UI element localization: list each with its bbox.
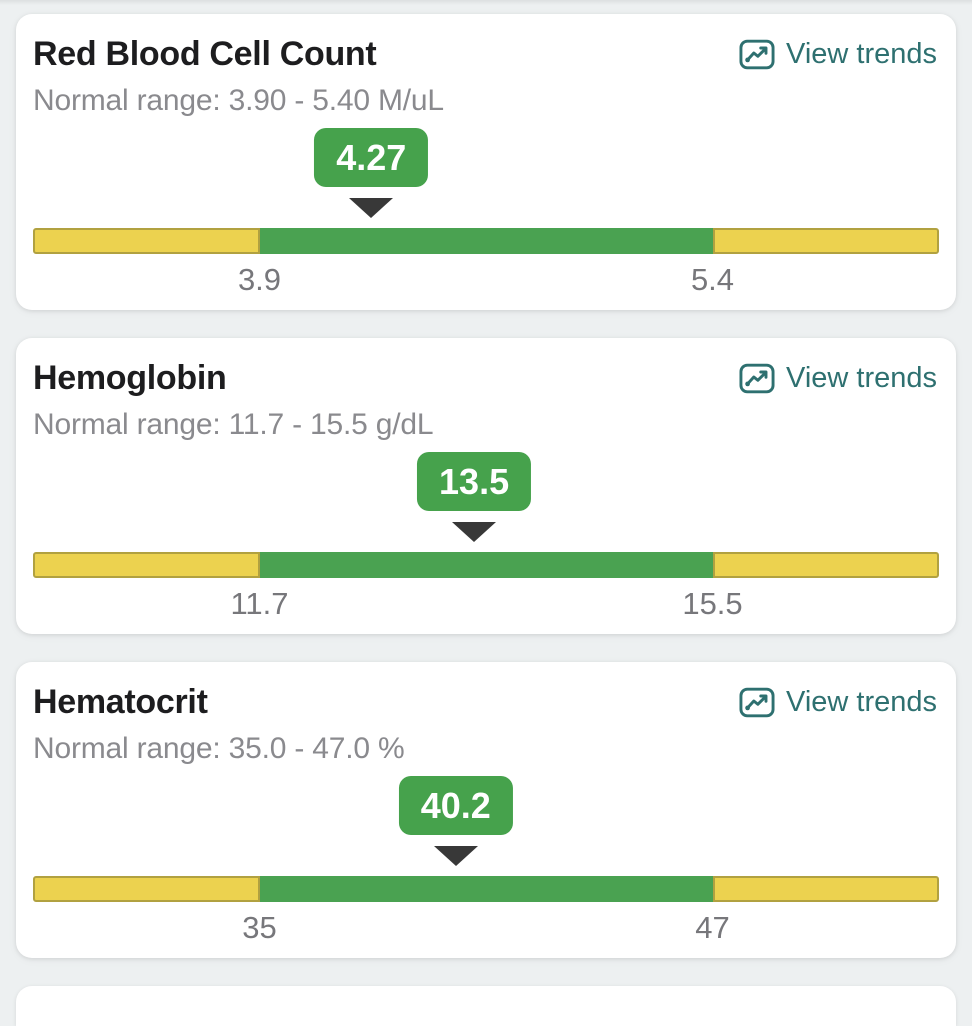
view-trends-link[interactable]: View trends [739, 362, 937, 395]
normal-range-text: Normal range: 3.90 - 5.40 M/uL [33, 84, 444, 117]
lab-result-card: Red Blood Cell Count View trends Normal … [16, 14, 956, 310]
normal-range-segment [259, 228, 713, 254]
trend-chart-icon [739, 687, 775, 718]
card-header: Hemoglobin View trends [33, 358, 937, 399]
result-value-badge: 40.2 [398, 776, 513, 835]
result-value-badge: 4.27 [314, 128, 429, 187]
marker-triangle-icon [433, 846, 478, 866]
card-header: Red Blood Cell Count View trends [33, 34, 937, 75]
normal-range-segment [259, 552, 713, 578]
test-name: Red Blood Cell Count [33, 35, 377, 73]
range-meter: 40.2 35 47 [33, 662, 939, 958]
range-meter: 13.5 11.7 15.5 [33, 338, 939, 634]
normal-range-text: Normal range: 11.7 - 15.5 g/dL [33, 408, 434, 441]
range-low-label: 35 [242, 910, 277, 945]
result-value-badge: 13.5 [417, 452, 532, 511]
marker-triangle-icon [349, 198, 394, 218]
range-high-label: 47 [695, 910, 730, 945]
view-trends-label: View trends [786, 362, 937, 394]
below-range-segment [33, 228, 260, 254]
test-name: Hemoglobin [33, 359, 227, 397]
normal-range-text: Normal range: 35.0 - 47.0 % [33, 732, 405, 765]
normal-range-segment [259, 876, 713, 902]
trend-chart-icon [739, 363, 775, 394]
range-high-label: 5.4 [690, 262, 735, 297]
range-bar [33, 552, 939, 578]
lab-results-list: Red Blood Cell Count View trends Normal … [16, 14, 956, 958]
range-low-label: 11.7 [230, 586, 289, 621]
view-trends-link[interactable]: View trends [739, 38, 937, 71]
range-high-label: 15.5 [682, 586, 743, 621]
lab-result-card: Hemoglobin View trends Normal range: 11.… [16, 338, 956, 634]
view-trends-link[interactable]: View trends [739, 686, 937, 719]
marker-triangle-icon [452, 522, 497, 542]
above-range-segment [712, 876, 939, 902]
range-bar [33, 228, 939, 254]
top-scroll-shadow [0, 0, 972, 5]
range-meter: 4.27 3.9 5.4 [33, 14, 939, 310]
range-bar [33, 876, 939, 902]
below-range-segment [33, 876, 260, 902]
view-trends-label: View trends [786, 686, 937, 718]
range-low-label: 3.9 [237, 262, 282, 297]
trend-chart-icon [739, 39, 775, 70]
card-header: Hematocrit View trends [33, 682, 937, 723]
above-range-segment [712, 552, 939, 578]
view-trends-label: View trends [786, 38, 937, 70]
lab-result-card: Hematocrit View trends Normal range: 35.… [16, 662, 956, 958]
above-range-segment [712, 228, 939, 254]
next-card-partial [16, 986, 956, 1026]
test-name: Hematocrit [33, 683, 208, 721]
below-range-segment [33, 552, 260, 578]
